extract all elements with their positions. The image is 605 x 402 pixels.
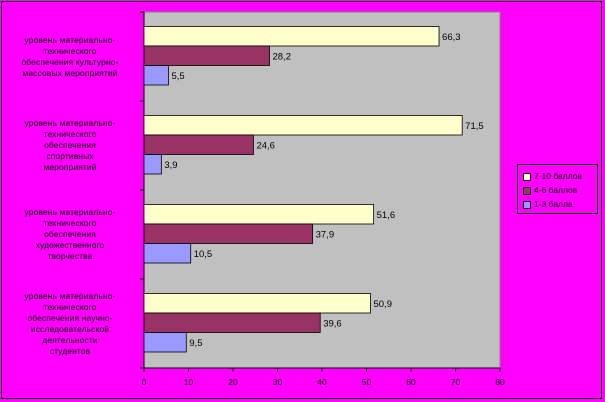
category-label-line: творчества <box>47 251 93 261</box>
x-tick-label: 20 <box>228 377 238 387</box>
data-label: 24,6 <box>256 140 275 151</box>
category-label-line: обеспечения <box>44 229 96 239</box>
data-label: 66,3 <box>442 32 461 43</box>
data-label: 39,6 <box>323 318 342 329</box>
category-label-line: уровень материально- <box>24 34 116 45</box>
x-tick-label: 50 <box>362 377 372 387</box>
category-label-line: спортивных <box>46 151 94 161</box>
legend-label: 7-10 баллов <box>534 171 583 181</box>
x-tick-label: 0 <box>142 377 147 387</box>
data-label: 37,9 <box>316 229 335 240</box>
bar <box>143 332 187 353</box>
data-label: 5,5 <box>171 71 184 82</box>
category-label-line: уровень материально- <box>24 290 116 301</box>
category-label-line: массовых мероприятий <box>22 67 118 78</box>
bar <box>143 115 463 136</box>
bar <box>143 204 375 225</box>
bar <box>143 312 321 333</box>
legend-swatch <box>523 200 531 209</box>
x-tick-label: 60 <box>406 377 416 387</box>
category-label-line: уровень материально- <box>24 118 116 128</box>
x-tick-label: 10 <box>184 377 194 387</box>
category-label-line: деятельности <box>42 334 98 345</box>
category-label: уровень материально-технического обеспече… <box>4 118 136 173</box>
category-label-line: мероприятий <box>43 162 97 172</box>
legend-label: 4-6 баллов <box>534 185 578 195</box>
category-label-line: технического <box>43 129 97 139</box>
category-label: уровень материально-технического обеспече… <box>4 291 136 357</box>
category-label-line: обеспечения культурно- <box>21 56 119 67</box>
legend-item: 4-6 баллов <box>523 185 577 195</box>
bar <box>143 26 440 47</box>
data-label: 50,9 <box>374 299 393 310</box>
bar <box>143 154 162 175</box>
category-label-line: уровень материально- <box>24 207 116 217</box>
bar <box>143 45 270 66</box>
data-label: 10,5 <box>194 249 213 260</box>
category-label-line: исследовательской <box>30 323 110 334</box>
x-tick-label: 40 <box>317 377 327 387</box>
category-label-line: обеспечения <box>44 140 96 150</box>
bar <box>143 65 169 86</box>
category-label-line: технического <box>43 45 97 56</box>
legend: 7-10 баллов 4-6 баллов 1-3 балла <box>517 164 598 214</box>
legend-item: 1-3 балла <box>523 199 573 209</box>
bar <box>143 293 371 314</box>
data-label: 3,9 <box>164 160 177 171</box>
category-label-line: обеспечения научно- <box>27 312 113 323</box>
category-label: уровень материально-технического обеспече… <box>4 207 136 262</box>
data-label: 71,5 <box>465 121 484 132</box>
data-label: 28,2 <box>272 51 291 62</box>
bar <box>143 134 254 155</box>
x-tick-label: 30 <box>273 377 283 387</box>
data-label: 9,5 <box>189 338 202 349</box>
legend-label: 1-3 балла <box>534 199 573 209</box>
legend-swatch <box>523 186 531 195</box>
x-tick-label: 80 <box>495 377 505 387</box>
category-label-line: студентов <box>49 345 91 356</box>
category-label: уровень материально-технического обеспече… <box>4 35 136 79</box>
legend-item: 7-10 баллов <box>523 171 582 181</box>
bar <box>143 243 192 264</box>
legend-swatch <box>523 172 531 181</box>
category-label-line: технического <box>43 218 97 228</box>
x-tick-label: 70 <box>451 377 461 387</box>
data-label: 51,6 <box>377 210 396 221</box>
category-label-line: художественного <box>35 240 105 250</box>
category-label-line: технического <box>43 301 97 312</box>
bar <box>143 223 314 244</box>
